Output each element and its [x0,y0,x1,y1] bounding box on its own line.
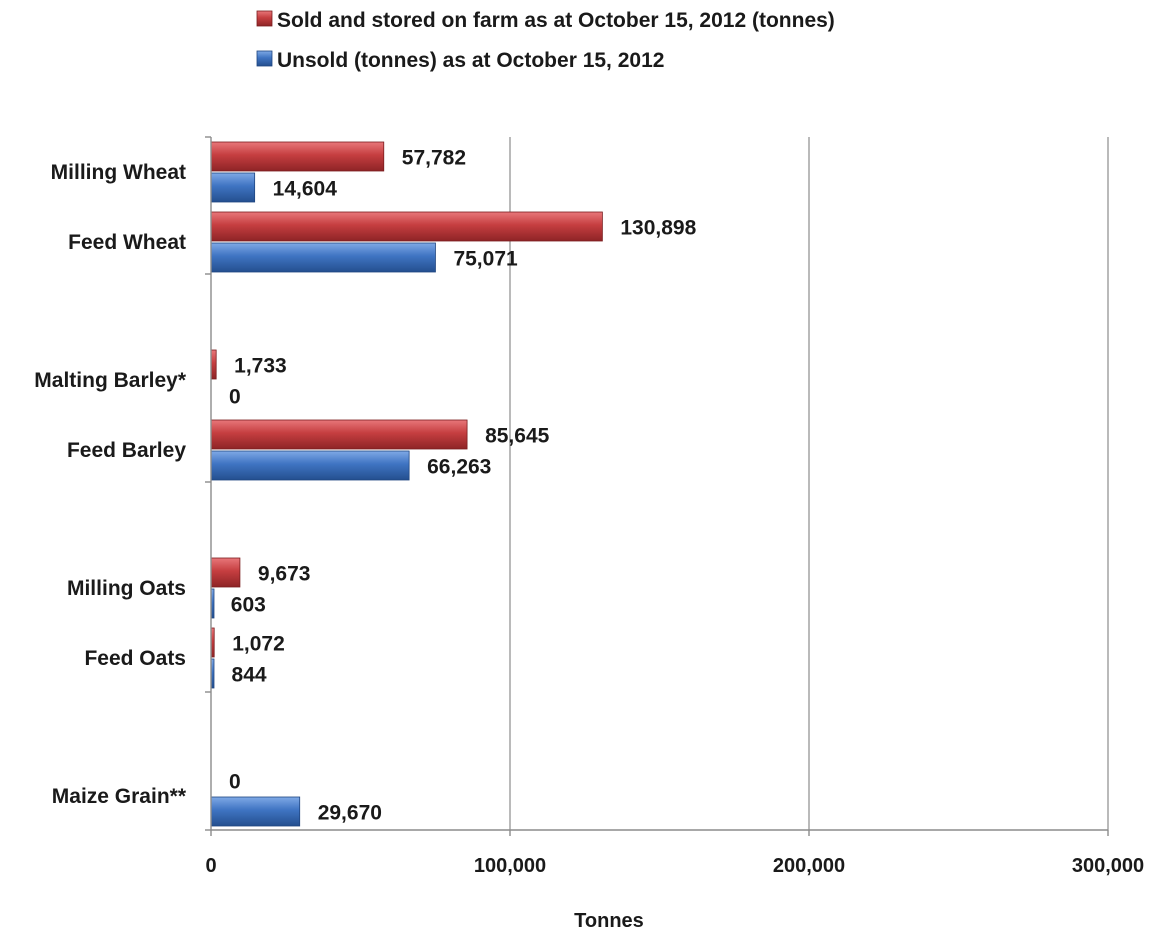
bar-unsold [210,242,436,273]
legend-entry: Unsold (tonnes) as at October 15, 2012 [277,49,664,72]
x-axis-title: Tonnes [574,910,644,932]
x-tick-label: 0 [205,855,216,877]
bar-sold-stored [210,349,217,380]
data-label: 844 [232,664,267,687]
legend-entry: Sold and stored on farm as at October 15… [277,9,835,32]
data-label: 0 [229,771,241,794]
data-label: 57,782 [402,147,466,170]
bar-unsold [210,172,256,203]
legend-swatch-unsold [256,50,273,67]
category-label: Malting Barley* [34,369,187,392]
bar-unsold [210,796,301,827]
data-label: 75,071 [453,248,518,271]
bar-unsold [210,450,410,481]
data-label: 14,604 [273,178,338,201]
data-labels: 57,782 14,604 130,898 75,071 1,733 0 85,645 66,… [229,147,697,825]
x-tick-label: 300,000 [1072,855,1144,877]
x-tick-label: 100,000 [474,855,546,877]
data-label: 1,733 [234,355,287,378]
data-label: 9,673 [258,563,311,586]
data-label: 130,898 [620,217,696,240]
category-label: Feed Barley [67,439,186,462]
legend-swatch-sold-stored [256,10,273,27]
bars [210,141,603,827]
category-label: Feed Oats [84,647,186,670]
bar-sold-stored [210,419,468,450]
bar-sold-stored [210,211,603,242]
category-label: Feed Wheat [68,231,186,254]
bar-sold-stored [210,557,241,588]
data-label: 603 [231,594,266,617]
data-label: 66,263 [427,456,491,479]
bar-sold-stored [210,141,385,172]
data-label: 85,645 [485,425,550,448]
data-label: 29,670 [318,802,382,825]
data-label: 0 [229,386,241,409]
axes: Milling Wheat Feed Wheat Malting Barley* Fe… [34,136,1144,932]
category-label: Maize Grain** [52,785,187,808]
data-label: 1,072 [232,633,285,656]
category-label: Milling Oats [67,577,186,600]
gridlines [509,137,1109,830]
x-tick-label: 200,000 [773,855,845,877]
category-label: Milling Wheat [51,161,186,184]
legend: Sold and stored on farm as at October 15… [256,9,835,72]
